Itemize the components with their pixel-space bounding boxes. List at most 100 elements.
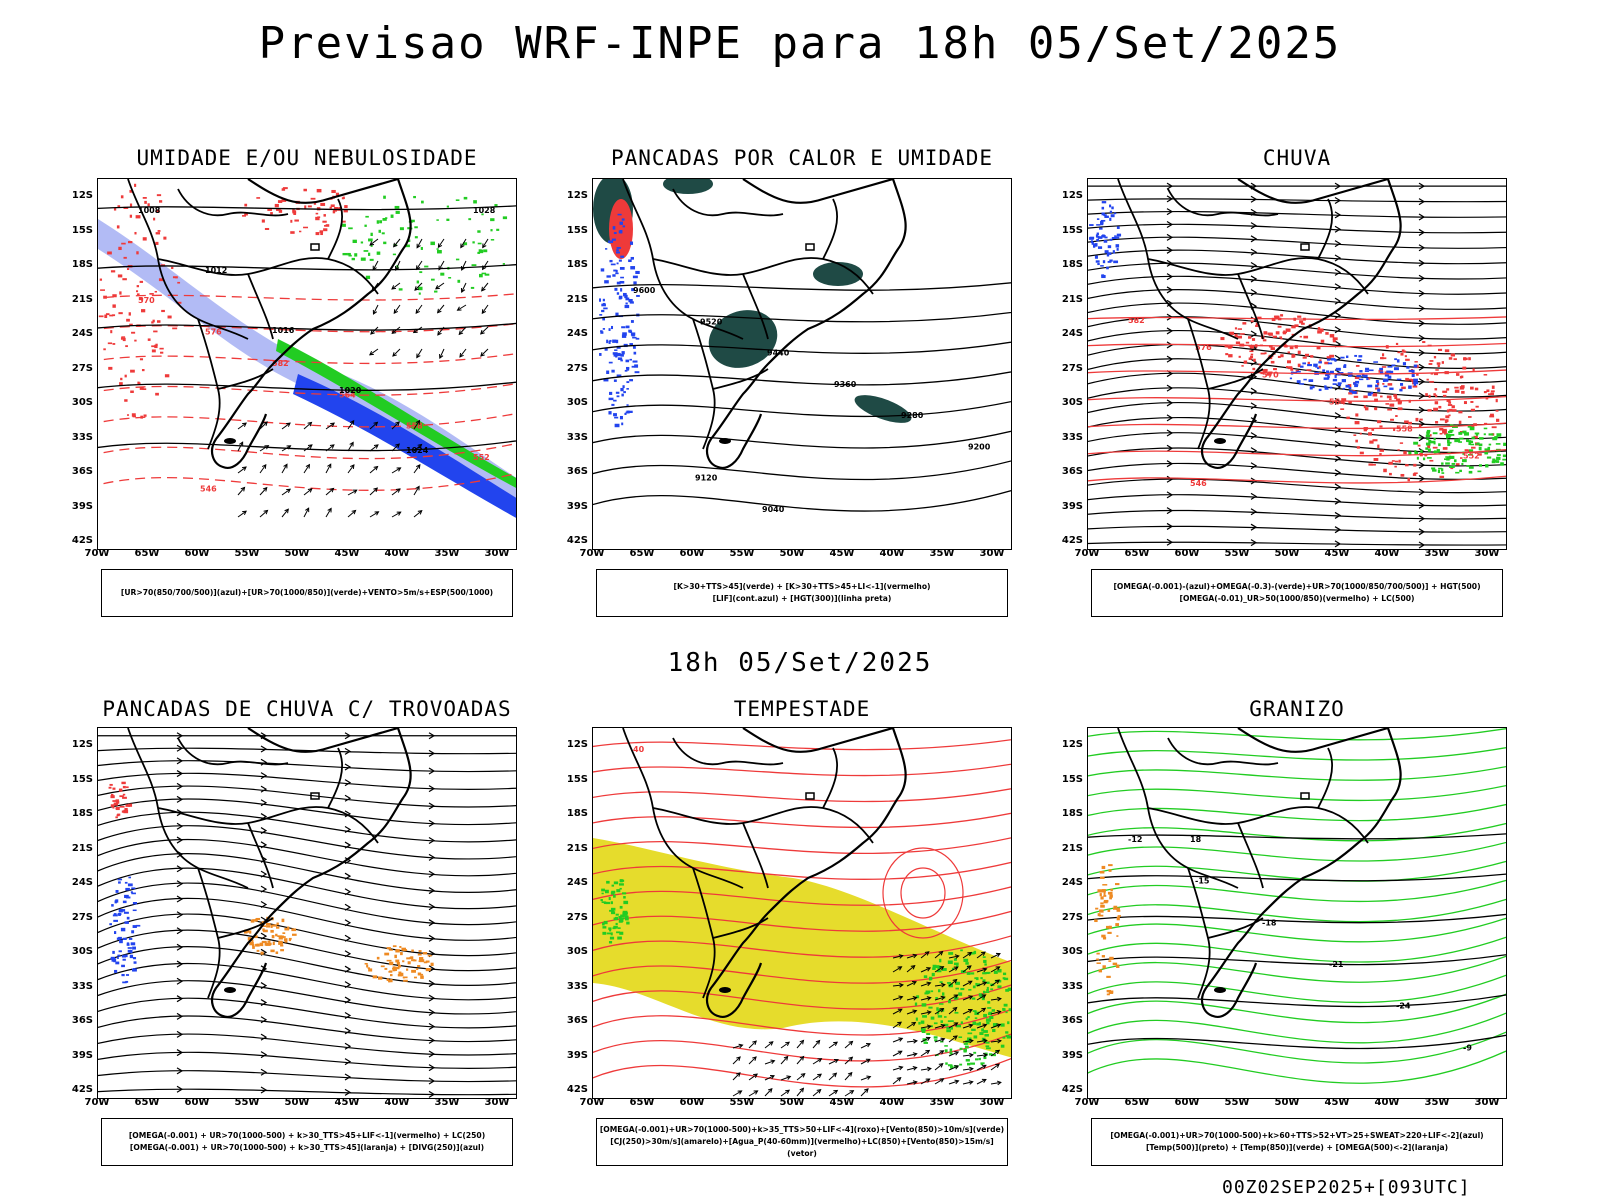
- speckle: [1502, 454, 1506, 458]
- speckle: [1441, 468, 1444, 472]
- speckle: [1393, 427, 1396, 432]
- wind-vector-head: [996, 1023, 1002, 1028]
- speckle: [625, 302, 628, 305]
- wind-vector: [393, 238, 401, 248]
- flow-arrow: [176, 911, 184, 919]
- latitude-label: 15S: [71, 773, 93, 785]
- streamline: [1088, 344, 1506, 369]
- speckle: [615, 922, 618, 926]
- panel-title: CHUVA: [1262, 146, 1332, 170]
- speckle: [1103, 895, 1107, 897]
- speckle: [1448, 357, 1453, 360]
- speckle: [112, 950, 115, 954]
- speckle: [1096, 238, 1100, 242]
- speckle: [928, 1006, 933, 1009]
- speckle: [398, 971, 402, 975]
- streamline: [1088, 541, 1506, 546]
- speckle: [1307, 361, 1310, 366]
- wind-vector-head: [897, 1021, 902, 1027]
- speckle: [1329, 386, 1333, 389]
- speckle: [1303, 335, 1309, 339]
- country-border: [692, 318, 716, 450]
- speckle: [376, 220, 379, 224]
- speckle: [399, 946, 402, 948]
- wind-vector-head: [898, 1065, 904, 1071]
- speckle: [483, 249, 488, 253]
- flow-arrow: [428, 934, 436, 942]
- speckle: [161, 309, 165, 313]
- speckle: [606, 339, 609, 344]
- speckle: [1384, 374, 1389, 377]
- speckle: [1386, 370, 1391, 373]
- contour: [1088, 993, 1506, 1024]
- speckle: [1383, 385, 1388, 388]
- speckle: [939, 981, 943, 983]
- speckle: [958, 992, 963, 996]
- speckle: [417, 972, 422, 976]
- speckle: [116, 225, 120, 229]
- wind-vector-head: [996, 1080, 1002, 1086]
- flow-arrow: [176, 1049, 184, 1057]
- speckle: [932, 967, 936, 970]
- speckle: [122, 900, 127, 904]
- wind-vector-head: [912, 1052, 918, 1057]
- speckle: [1495, 409, 1499, 412]
- speckle: [446, 218, 450, 221]
- wind-vector-head: [416, 464, 421, 469]
- latitude-label: 36S: [1061, 1015, 1083, 1026]
- speckle: [620, 359, 623, 362]
- speckle: [121, 781, 126, 785]
- wind-vector: [990, 1040, 1001, 1043]
- speckle: [1395, 342, 1399, 345]
- speckle: [631, 365, 635, 368]
- contour: [98, 472, 516, 491]
- speckle: [1096, 232, 1099, 236]
- speckle: [1358, 378, 1364, 381]
- speckle: [1433, 356, 1437, 359]
- wind-vector: [796, 1073, 806, 1081]
- speckle: [413, 976, 417, 979]
- latitude-label: 30S: [1061, 946, 1083, 957]
- speckle: [923, 1003, 926, 1007]
- speckle: [112, 294, 117, 298]
- speckle: [1363, 405, 1366, 409]
- wind-vector: [764, 1041, 774, 1049]
- wind-vector-head: [981, 1078, 987, 1084]
- speckle: [282, 187, 288, 190]
- streamline: [98, 897, 516, 941]
- speckle: [139, 387, 144, 390]
- flow-arrow: [1166, 491, 1174, 499]
- wind-vector: [812, 1073, 822, 1081]
- speckle: [1391, 460, 1395, 462]
- speckle: [400, 952, 403, 956]
- legend-line: [OMEGA(-0.001)+UR>70(1000-500)+k>35_TTS>…: [599, 1125, 1005, 1134]
- wind-vector-head: [394, 266, 400, 271]
- speckle: [1297, 315, 1302, 318]
- speckle: [608, 411, 612, 415]
- flow-arrow: [1250, 195, 1258, 203]
- legend-line: [OMEGA(-0.001)-(azul)+OMEGA(-0.3)-(verde…: [1113, 582, 1481, 591]
- contour-label: 9520: [700, 317, 723, 326]
- speckle: [1496, 454, 1501, 456]
- speckle: [121, 242, 126, 245]
- speckle: [352, 239, 357, 244]
- speckle: [416, 968, 419, 971]
- flow-arrow: [1334, 540, 1342, 548]
- speckle: [1107, 931, 1112, 934]
- speckle: [988, 1053, 993, 1056]
- flow-arrow: [344, 934, 352, 942]
- latitude-label: 27S: [566, 362, 588, 374]
- streamline: [1088, 198, 1506, 203]
- speckle: [1389, 387, 1394, 390]
- flow-arrow: [1418, 475, 1426, 483]
- speckle: [1374, 398, 1378, 402]
- longitude-label: 30W: [1474, 548, 1500, 559]
- lake-mirim: [224, 438, 236, 444]
- speckle: [1098, 969, 1103, 973]
- speckle: [1348, 400, 1352, 404]
- flow-arrow: [1334, 240, 1342, 248]
- political-boundaries: [622, 179, 907, 469]
- speckle: [1429, 459, 1434, 462]
- wind-vector-head: [940, 995, 946, 1001]
- speckle: [625, 297, 630, 301]
